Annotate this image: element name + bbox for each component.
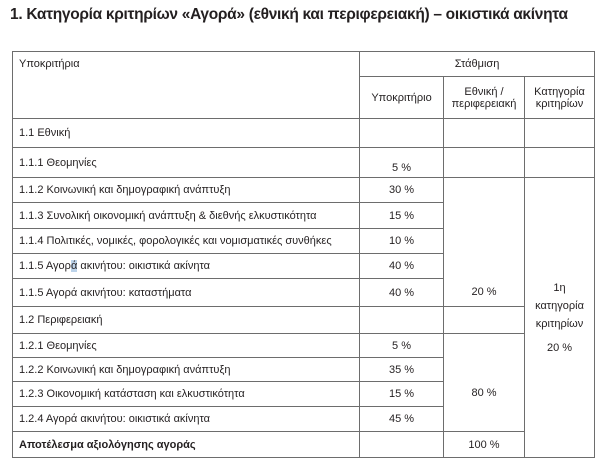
row-label: 1.1.1 Θεομηνίες: [12, 147, 360, 178]
table-row: 1.1.5 Αγορά ακινήτου: καταστήματα 40 %: [12, 278, 595, 307]
table-row: 1.1.1 Θεομηνίες 5 %: [12, 147, 596, 178]
regional-weight: 80 %: [443, 333, 525, 432]
table-row: 1.1.2 Κοινωνική και δημογραφική ανάπτυξη…: [12, 177, 596, 458]
row-weight: 5 %: [359, 147, 444, 178]
row-weight: 15 %: [359, 381, 444, 407]
row-label: 1.2.3 Οικονομική κατάσταση και ελκυστικό…: [12, 381, 360, 407]
header-weighting: Στάθμιση: [358, 51, 596, 77]
row-label: 1.2.2 Κοινωνική και δημογραφική ανάπτυξη: [12, 357, 360, 382]
criteria-table: Υποκριτήρια Στάθμιση Υποκριτήριο Εθνική …: [12, 51, 596, 458]
table-row: 1.2.2 Κοινωνική και δημογραφική ανάπτυξη…: [12, 357, 595, 382]
row-weight: 40 %: [359, 253, 444, 279]
total-value: 100 %: [443, 431, 525, 458]
row-weight: 10 %: [359, 228, 444, 254]
national-weight: 20 %: [443, 177, 525, 307]
row-weight: 30 %: [359, 177, 444, 203]
table-row: 1.1.3 Συνολική οικονομική ανάπτυξη & διε…: [12, 202, 595, 229]
table-row: 1.1 Εθνική: [12, 118, 596, 148]
row-label: 1.2.1 Θεομηνίες: [12, 333, 360, 358]
row-weight: 15 %: [359, 202, 444, 229]
row-weight: 40 %: [359, 278, 444, 307]
total-label: Αποτέλεσμα αξιολόγησης αγοράς: [12, 431, 360, 458]
row-label: 1.1.5 Αγορά ακινήτου: οικιστικά ακίνητα: [12, 253, 360, 279]
header-national-regional: Εθνική / περιφερειακή: [443, 76, 525, 119]
total-row: Αποτέλεσμα αξιολόγησης αγοράς 100 %: [12, 431, 595, 458]
table-row: 1.2.4 Αγορά ακινήτου: οικιστικά ακίνητα …: [12, 406, 595, 432]
table-row: 1.1.5 Αγορά ακινήτου: οικιστικά ακίνητα …: [12, 253, 595, 279]
row-label: 1.2.4 Αγορά ακινήτου: οικιστικά ακίνητα: [12, 406, 360, 432]
category-weight-cell: 1η κατηγορία κριτηρίων 20 %: [523, 177, 596, 458]
header-category: Κατηγορία κριτηρίων: [523, 76, 596, 119]
row-label: 1.2 Περιφερειακή: [12, 306, 360, 334]
row-label: 1.1.3 Συνολική οικονομική ανάπτυξη & διε…: [12, 202, 360, 229]
row-weight: 5 %: [359, 333, 444, 358]
text-selection: ά: [70, 260, 78, 272]
row-weight: 45 %: [359, 406, 444, 432]
header-subcriterion: Υποκριτήριο: [359, 76, 444, 119]
table-row: 1.2.1 Θεομηνίες 5 % 80 %: [12, 333, 595, 432]
row-label: 1.1.2 Κοινωνική και δημογραφική ανάπτυξη: [12, 177, 360, 203]
table-row: 1.2 Περιφερειακή: [12, 306, 595, 334]
row-label: 1.1 Εθνική: [12, 118, 360, 148]
page-title: 1. Κατηγορία κριτηρίων «Αγορά» (εθνική κ…: [10, 6, 568, 23]
header-subcriteria: Υποκριτήρια: [12, 51, 360, 119]
row-label: 1.1.4 Πολιτικές, νομικές, φορολογικές κα…: [12, 228, 360, 254]
row-weight: 35 %: [359, 357, 444, 382]
row-label: 1.1.5 Αγορά ακινήτου: καταστήματα: [12, 278, 360, 307]
